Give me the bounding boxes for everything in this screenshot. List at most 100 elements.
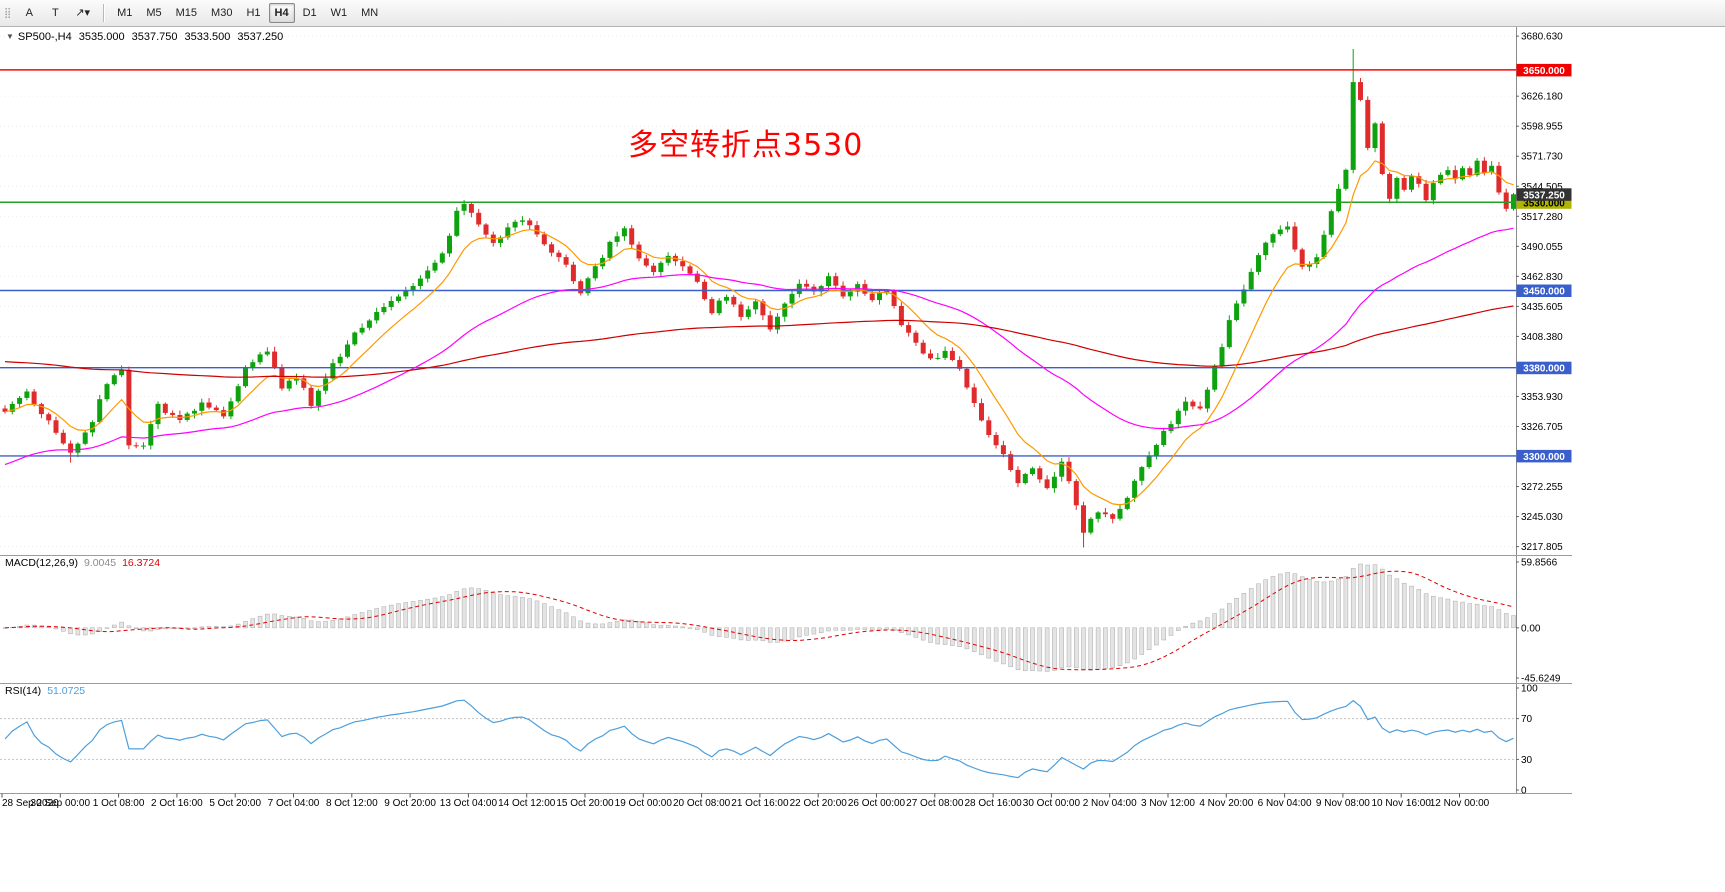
candle-body-up xyxy=(1372,123,1378,148)
time-axis-label[interactable]: 15 Oct 20:00 xyxy=(556,798,614,809)
price-axis-label: 3517.280 xyxy=(1521,212,1563,223)
time-axis-label[interactable]: 7 Oct 04:00 xyxy=(268,798,320,809)
candle-body-down xyxy=(986,420,992,435)
timeframe-mn-button[interactable]: MN xyxy=(355,3,384,23)
candle-body-up xyxy=(425,270,431,279)
candle-body-up xyxy=(942,350,948,358)
price-axis-label: 3571.730 xyxy=(1521,152,1563,163)
price-badge-3300-text: 3300.000 xyxy=(1523,452,1565,463)
time-axis-label[interactable]: 10 Nov 16:00 xyxy=(1371,798,1431,809)
price-badge-3450-text: 3450.000 xyxy=(1523,287,1565,298)
candle-body-down xyxy=(971,387,977,403)
time-axis-label[interactable]: 4 Nov 20:00 xyxy=(1199,798,1253,809)
macd-histogram-bar xyxy=(1161,627,1166,641)
macd-histogram-bar xyxy=(505,595,511,629)
candle-body-up xyxy=(1117,508,1123,519)
macd-histogram-bar xyxy=(250,618,256,629)
candle-body-down xyxy=(549,244,555,253)
timeframe-h4-button[interactable]: H4 xyxy=(268,3,295,23)
candle-body-up xyxy=(235,386,241,402)
candle-body-down xyxy=(1299,249,1305,267)
timeframe-m1-button[interactable]: M1 xyxy=(111,3,138,23)
arrows-tool-dropdown[interactable]: ↗▾ xyxy=(69,3,96,23)
time-axis-label[interactable]: 19 Oct 00:00 xyxy=(615,798,673,809)
candle-body-down xyxy=(738,304,744,317)
macd-histogram-bar xyxy=(1001,627,1006,665)
time-axis-label[interactable]: 8 Oct 12:00 xyxy=(326,798,378,809)
candle-body-down xyxy=(964,368,970,388)
macd-histogram-bar xyxy=(811,627,817,635)
price-axis-label: 3353.930 xyxy=(1521,392,1563,403)
macd-histogram-bar xyxy=(61,627,66,632)
timeframe-w1-button[interactable]: W1 xyxy=(325,3,354,23)
candle-body-up xyxy=(148,424,154,446)
candle-body-down xyxy=(1015,469,1021,484)
macd-axis-label: 0.00 xyxy=(1521,623,1541,634)
toolbar-drag-handle[interactable]: ⣿ xyxy=(4,7,12,19)
candle-body-up xyxy=(1248,271,1254,290)
annotation-text[interactable]: 多空转折点3530 xyxy=(628,128,864,163)
time-axis-label[interactable]: 1 Oct 08:00 xyxy=(93,798,145,809)
timeframe-h1-button[interactable]: H1 xyxy=(240,3,266,23)
time-axis-label[interactable]: 9 Nov 08:00 xyxy=(1316,798,1370,809)
time-axis-label[interactable]: 27 Oct 08:00 xyxy=(906,798,964,809)
time-axis-label[interactable]: 22 Oct 20:00 xyxy=(790,798,848,809)
time-axis-label[interactable]: 26 Oct 00:00 xyxy=(848,798,906,809)
candle-body-up xyxy=(1146,455,1152,468)
macd-histogram-bar xyxy=(993,627,999,662)
time-axis-label[interactable]: 2 Nov 04:00 xyxy=(1083,798,1137,809)
candle-body-down xyxy=(979,403,984,421)
rsi-name: RSI(14) xyxy=(5,685,42,697)
rsi-label-row: RSI(14) 51.0725 xyxy=(5,685,91,697)
time-axis-label[interactable]: 2 Oct 16:00 xyxy=(151,798,203,809)
time-axis-label[interactable]: 14 Oct 12:00 xyxy=(498,798,556,809)
time-axis-label[interactable]: 5 Oct 20:00 xyxy=(209,798,261,809)
timeframe-d1-button[interactable]: D1 xyxy=(297,3,323,23)
candle-body-down xyxy=(1044,479,1050,489)
candle-body-up xyxy=(1204,389,1210,409)
rsi-axis-label: 30 xyxy=(1521,755,1533,766)
time-axis-label[interactable]: 28 Oct 16:00 xyxy=(964,798,1022,809)
candle-body-up xyxy=(1321,234,1327,258)
time-axis-label[interactable]: 6 Nov 04:00 xyxy=(1258,798,1312,809)
macd-histogram-bar xyxy=(286,616,292,629)
macd-histogram-bar xyxy=(454,591,460,629)
time-axis-label[interactable]: 13 Oct 04:00 xyxy=(440,798,498,809)
candle-body-up xyxy=(119,369,125,376)
quote-arrow-icon[interactable]: ▼ xyxy=(6,32,14,41)
timeframe-m30-button[interactable]: M30 xyxy=(205,3,238,23)
candle-body-down xyxy=(1037,468,1043,480)
candle-body-up xyxy=(359,327,365,333)
candle-body-up xyxy=(75,443,81,453)
candle-body-up xyxy=(396,296,401,301)
timeframe-m15-button[interactable]: M15 xyxy=(170,3,203,23)
time-axis-label[interactable]: 30 Oct 00:00 xyxy=(1023,798,1081,809)
candle-body-up xyxy=(753,301,759,310)
candle-body-up xyxy=(585,278,591,294)
candle-body-up xyxy=(257,354,263,363)
macd-histogram-bar xyxy=(279,615,285,629)
macd-histogram-bar xyxy=(388,604,394,629)
candle-body-down xyxy=(1401,178,1407,190)
text-tool-button[interactable]: T xyxy=(43,3,67,23)
time-axis-label[interactable]: 9 Oct 20:00 xyxy=(384,798,436,809)
time-axis-label[interactable]: 20 Oct 08:00 xyxy=(673,798,731,809)
candle-body-up xyxy=(1460,168,1465,180)
label-tool-button[interactable]: A xyxy=(17,3,41,23)
macd-histogram-bar xyxy=(1285,572,1290,629)
candle-body-up xyxy=(461,204,467,211)
candle-body-down xyxy=(1467,168,1473,176)
macd-histogram-bar xyxy=(950,627,955,646)
time-axis-label[interactable]: 21 Oct 16:00 xyxy=(731,798,789,809)
macd-histogram-bar xyxy=(833,627,839,631)
time-axis-label[interactable]: 28 Sep 2020 xyxy=(2,798,59,809)
price-axis-label: 3245.030 xyxy=(1521,512,1563,523)
candle-body-down xyxy=(556,252,562,258)
candle-body-down xyxy=(133,445,139,447)
time-axis-label[interactable]: 12 Nov 00:00 xyxy=(1430,798,1490,809)
time-axis-label[interactable]: 30 Sep 00:00 xyxy=(31,798,91,809)
macd-histogram-bar xyxy=(330,620,336,629)
time-axis-label[interactable]: 3 Nov 12:00 xyxy=(1141,798,1195,809)
timeframe-m5-button[interactable]: M5 xyxy=(140,3,167,23)
